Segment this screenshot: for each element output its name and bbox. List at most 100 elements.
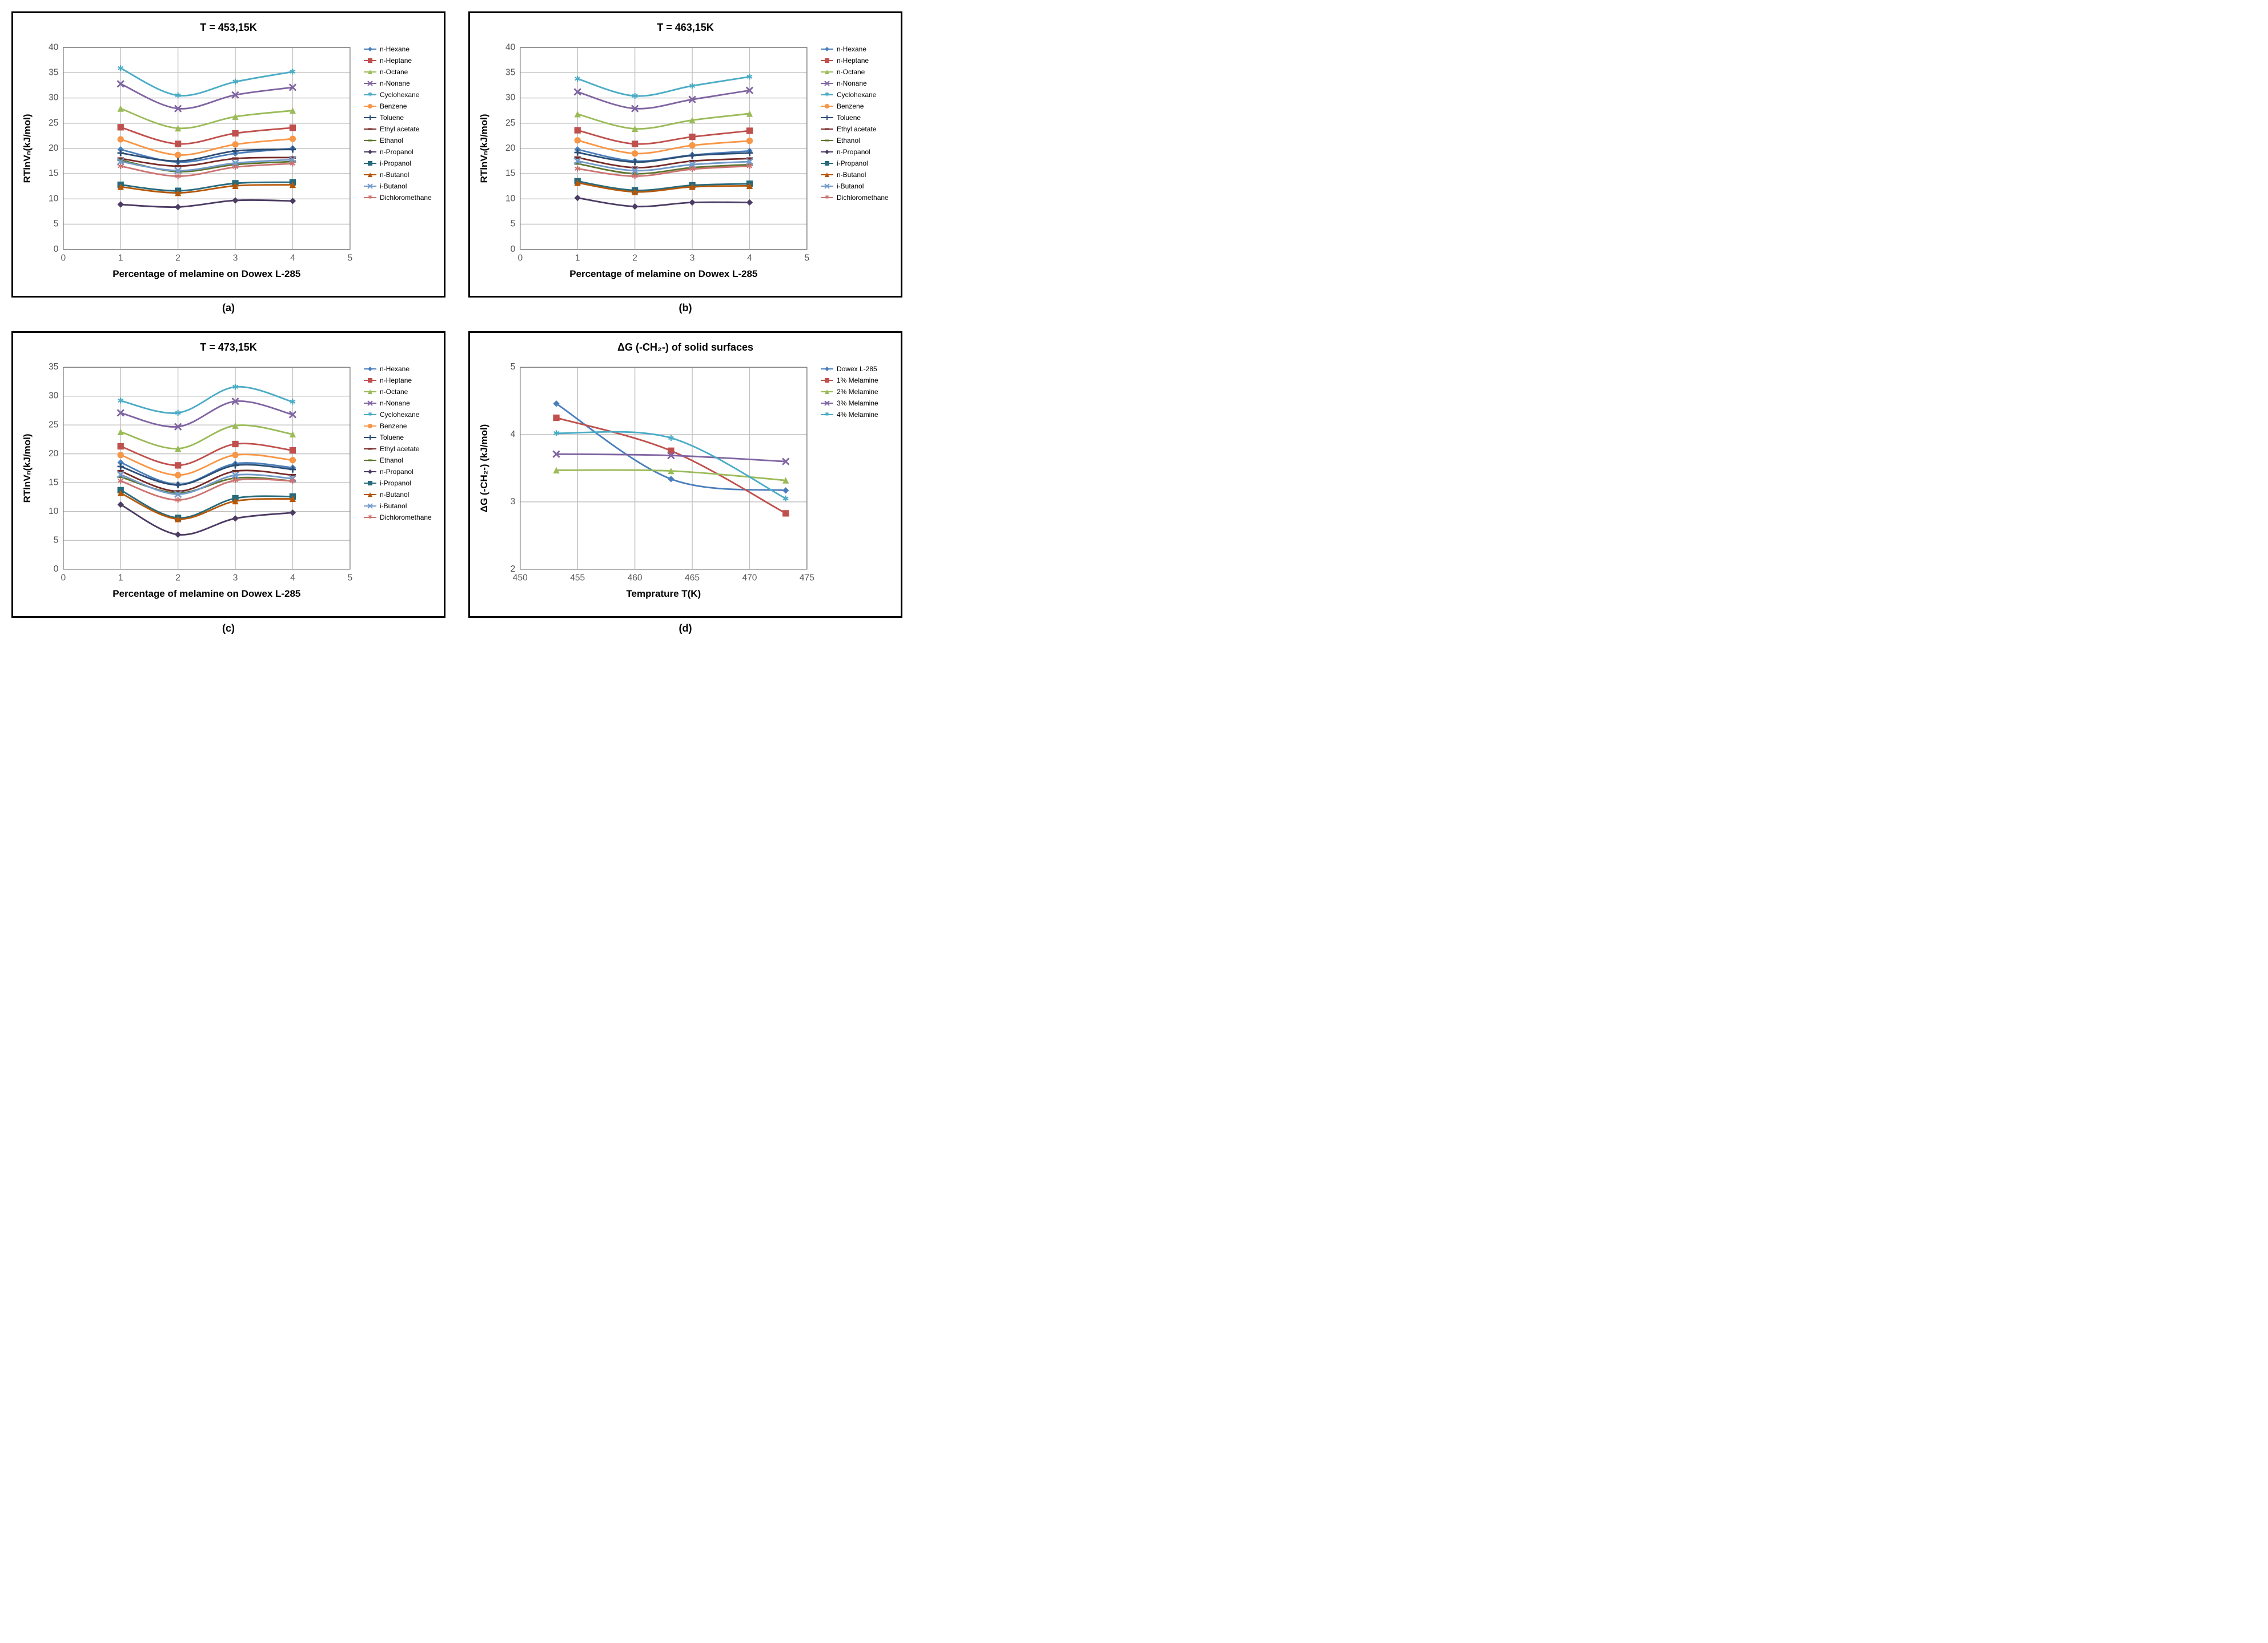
- legend-label: Ethyl acetate: [380, 125, 419, 133]
- legend-label: n-Hexane: [380, 365, 410, 373]
- svg-text:✱: ✱: [825, 195, 829, 201]
- svg-text:40: 40: [505, 42, 516, 52]
- legend-item: 2% Melamine: [821, 388, 895, 396]
- svg-text:455: 455: [570, 573, 585, 583]
- chart-box: T = 463,15K 0510152025303540012345✱✱✱✱✱✱…: [468, 11, 902, 298]
- legend-label: n-Nonane: [837, 79, 867, 87]
- legend-item: i-Propanol: [364, 479, 438, 487]
- legend-label: i-Propanol: [380, 479, 411, 487]
- legend-label: Dichloromethane: [380, 194, 432, 202]
- legend-label: 4% Melamine: [837, 411, 878, 419]
- legend-label: Cyclohexane: [380, 91, 419, 99]
- legend-label: Ethanol: [837, 136, 860, 144]
- legend-label: n-Octane: [380, 388, 408, 396]
- svg-text:✱: ✱: [368, 515, 372, 521]
- svg-text:0: 0: [511, 244, 516, 254]
- svg-text:25: 25: [49, 118, 58, 128]
- legend-label: i-Butanol: [837, 182, 864, 190]
- svg-text:30: 30: [49, 391, 59, 401]
- legend-item: Ethanol: [364, 456, 438, 464]
- legend-label: n-Butanol: [380, 171, 409, 179]
- svg-text:4: 4: [290, 254, 295, 263]
- svg-text:✱: ✱: [825, 92, 829, 98]
- panel-d: ΔG (-CH₂-) of solid surfaces 23454504554…: [468, 331, 902, 634]
- svg-text:✱: ✱: [117, 396, 124, 405]
- chart-b-svg: 0510152025303540012345✱✱✱✱✱✱✱✱RTlnVₙ(kJ/…: [476, 39, 815, 282]
- svg-text:✱: ✱: [232, 476, 239, 485]
- svg-text:2: 2: [175, 254, 180, 263]
- legend-item: n-Heptane: [364, 376, 438, 384]
- svg-text:30: 30: [49, 93, 59, 103]
- legend-item: n-Octane: [821, 68, 895, 76]
- svg-text:✱: ✱: [825, 412, 829, 418]
- svg-text:✱: ✱: [232, 383, 239, 392]
- svg-text:20: 20: [505, 143, 516, 153]
- legend-item: ✱ Cyclohexane: [364, 411, 438, 419]
- chart-title: T = 473,15K: [19, 342, 438, 353]
- legend-item: ✱ Dichloromethane: [821, 194, 895, 202]
- legend-item: n-Propanol: [364, 468, 438, 476]
- svg-text:0: 0: [61, 254, 66, 263]
- svg-text:2: 2: [175, 573, 180, 583]
- svg-text:20: 20: [49, 143, 59, 153]
- legend-item: ✱ Cyclohexane: [821, 91, 895, 99]
- chart-grid: T = 453,15K 0510152025303540012345✱✱✱✱✱✱…: [11, 11, 902, 634]
- legend-item: ✱ Dichloromethane: [364, 513, 438, 521]
- legend-label: Benzene: [380, 422, 407, 430]
- chart-a-legend: n-Hexane n-Heptane n-Octane n-Nonane ✱ C…: [358, 45, 438, 282]
- svg-text:30: 30: [505, 93, 516, 103]
- panel-c: T = 473,15K 05101520253035012345✱✱✱✱✱✱✱✱…: [11, 331, 445, 634]
- svg-text:✱: ✱: [290, 397, 296, 407]
- legend-item: n-Butanol: [821, 171, 895, 179]
- svg-text:Percentage of melamine on Dowe: Percentage of melamine on Dowex L-285: [113, 588, 300, 599]
- panel-label: (a): [222, 302, 235, 314]
- legend-label: Ethanol: [380, 456, 403, 464]
- svg-text:5: 5: [54, 219, 59, 229]
- panel-label: (c): [222, 622, 235, 634]
- svg-text:✱: ✱: [232, 163, 239, 172]
- svg-text:5: 5: [511, 363, 516, 372]
- svg-text:Percentage of melamine on Dowe: Percentage of melamine on Dowex L-285: [113, 268, 300, 279]
- svg-text:✱: ✱: [632, 172, 639, 181]
- legend-item: Ethanol: [821, 136, 895, 144]
- legend-label: n-Butanol: [837, 171, 866, 179]
- legend-item: Benzene: [821, 102, 895, 110]
- svg-text:Temprature T(K): Temprature T(K): [626, 588, 701, 599]
- svg-text:0: 0: [61, 573, 66, 583]
- chart-a-svg: 0510152025303540012345✱✱✱✱✱✱✱✱RTlnVₙ(kJ/…: [19, 39, 358, 282]
- legend-label: Benzene: [380, 102, 407, 110]
- legend-label: Cyclohexane: [380, 411, 419, 419]
- legend-label: Ethanol: [380, 136, 403, 144]
- svg-text:4: 4: [747, 254, 752, 263]
- legend-label: i-Propanol: [837, 159, 868, 167]
- svg-text:✱: ✱: [175, 91, 182, 100]
- svg-text:✱: ✱: [632, 91, 639, 101]
- svg-text:3: 3: [511, 497, 516, 507]
- svg-text:5: 5: [348, 573, 353, 583]
- chart-box: T = 473,15K 05101520253035012345✱✱✱✱✱✱✱✱…: [11, 331, 445, 617]
- legend-item: Benzene: [364, 422, 438, 430]
- chart-b-legend: n-Hexane n-Heptane n-Octane n-Nonane ✱ C…: [815, 45, 895, 282]
- svg-text:✱: ✱: [368, 92, 372, 98]
- svg-text:1: 1: [575, 254, 580, 263]
- svg-text:✱: ✱: [175, 172, 182, 181]
- svg-text:✱: ✱: [117, 162, 124, 171]
- legend-label: Toluene: [380, 114, 404, 122]
- svg-text:25: 25: [49, 420, 58, 430]
- legend-item: Toluene: [821, 114, 895, 122]
- legend-label: Dowex L-285: [837, 365, 877, 373]
- svg-text:✱: ✱: [368, 195, 372, 201]
- svg-text:10: 10: [505, 194, 516, 203]
- svg-text:40: 40: [49, 42, 59, 52]
- legend-item: n-Heptane: [821, 57, 895, 65]
- legend-item: ✱ 4% Melamine: [821, 411, 895, 419]
- svg-text:450: 450: [513, 573, 528, 583]
- svg-text:2: 2: [632, 254, 637, 263]
- legend-label: Benzene: [837, 102, 864, 110]
- legend-label: Ethyl acetate: [380, 445, 419, 453]
- svg-text:✱: ✱: [290, 67, 296, 77]
- legend-item: i-Butanol: [364, 182, 438, 190]
- legend-label: 1% Melamine: [837, 376, 878, 384]
- svg-text:470: 470: [742, 573, 757, 583]
- chart-c-svg: 05101520253035012345✱✱✱✱✱✱✱✱RTlnVₙ(kJ/mo…: [19, 359, 358, 601]
